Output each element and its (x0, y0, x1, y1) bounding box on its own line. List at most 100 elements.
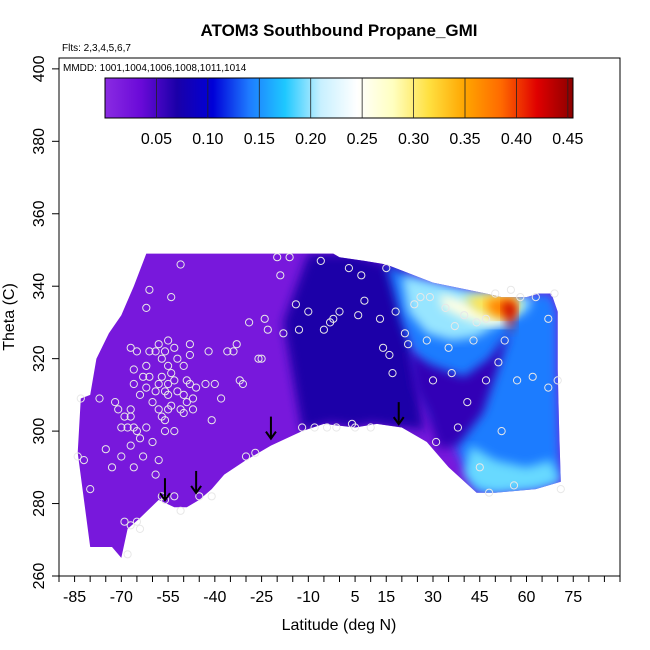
observation-point (179, 408, 188, 418)
observation-point (335, 307, 344, 316)
observation-point (76, 394, 85, 403)
colorbar: 0.05 0.10 0.15 0.20 0.25 0.30 0.35 0.40 0.45 (104, 77, 584, 148)
observation-point (111, 398, 120, 407)
observation-point (241, 452, 251, 461)
observation-point (291, 300, 300, 309)
observation-point (135, 524, 145, 534)
observation-point (132, 427, 141, 436)
flights-note: Flts: 2,3,4,5,6,7 (62, 43, 131, 54)
observation-point (485, 488, 494, 497)
flight-arrow (265, 416, 277, 441)
observation-point (154, 340, 163, 349)
observation-point (185, 379, 194, 389)
observation-point (273, 253, 282, 262)
observation-point (276, 271, 285, 280)
observation-point (167, 369, 176, 378)
observation-point (210, 379, 219, 389)
observation-point (400, 329, 409, 338)
observation-point (285, 253, 294, 262)
observation-point (432, 437, 441, 447)
field-dark-wedge (408, 329, 511, 450)
observation-point (142, 361, 151, 370)
observation-point (114, 405, 123, 414)
colorbar-gradient (104, 77, 574, 119)
observation-point (298, 423, 307, 432)
chart-title: ATOM3 Southbound Propane_GMI (200, 21, 477, 40)
observation-point (322, 423, 332, 432)
observation-point (157, 372, 166, 381)
observation-point (170, 427, 179, 436)
observation-point (329, 314, 338, 323)
x-tick-label: -40 (203, 589, 226, 606)
observation-point (167, 293, 176, 302)
colorbar-tick-label: 0.30 (398, 131, 429, 148)
observation-point (120, 412, 129, 421)
y-tick-label: 300 (31, 418, 48, 445)
y-axis: 260 280 300 320 340 360 380 400 (31, 55, 59, 589)
observation-point (148, 437, 157, 447)
observation-point (151, 347, 160, 356)
observation-point (126, 412, 135, 421)
colorbar-tick-label: 0.10 (192, 131, 223, 148)
observation-point (154, 379, 163, 389)
observation-point (556, 485, 565, 494)
observation-point (182, 398, 191, 407)
observation-point (385, 350, 394, 360)
observation-point (123, 550, 132, 559)
observation-point (544, 314, 553, 323)
observation-points (73, 253, 565, 559)
flight-arrow (159, 478, 171, 502)
observation-point (207, 416, 216, 425)
field-dark-band (283, 253, 424, 432)
observation-point (481, 314, 491, 323)
observation-point (145, 285, 154, 294)
observation-point (344, 264, 353, 273)
observation-point (500, 336, 509, 345)
observation-point (117, 452, 126, 461)
observation-point (447, 369, 456, 378)
observation-point (453, 423, 462, 432)
flight-arrow (392, 402, 405, 426)
observation-point (167, 401, 176, 410)
x-tick-label: -10 (297, 589, 320, 606)
observation-point (164, 390, 173, 399)
x-tick-label: 60 (518, 589, 536, 606)
x-tick-label: -85 (63, 589, 86, 606)
observation-point (132, 347, 141, 356)
observation-point (95, 394, 104, 403)
observation-point (422, 336, 431, 345)
observation-point (148, 398, 157, 407)
observation-point (139, 372, 148, 381)
observation-point (304, 307, 313, 316)
observation-point (354, 311, 363, 320)
observation-point (139, 452, 148, 461)
observation-point (160, 416, 170, 425)
observation-point (360, 296, 369, 305)
observation-point (170, 492, 179, 501)
observation-point (460, 311, 469, 320)
colorbar-tick-label: 0.05 (141, 131, 172, 148)
observation-point (145, 372, 154, 381)
observation-point (173, 387, 182, 396)
observation-point (544, 383, 553, 392)
observation-point (179, 390, 188, 399)
observation-point (188, 405, 198, 414)
x-axis-label: Latitude (deg N) (282, 617, 397, 634)
y-tick-label: 260 (31, 563, 48, 590)
observation-point (513, 376, 522, 385)
observation-point (238, 379, 247, 389)
observation-point (142, 423, 151, 432)
observation-point (257, 354, 266, 363)
observation-point (129, 463, 138, 472)
colorbar-tick-label: 0.45 (552, 131, 583, 148)
observation-point (142, 383, 151, 392)
x-tick-label: -55 (157, 589, 180, 606)
observation-point (126, 521, 135, 530)
y-tick-label: 360 (31, 200, 48, 227)
colorbar-tick-label: 0.40 (501, 131, 532, 148)
observation-point (509, 481, 519, 490)
observation-point (263, 325, 272, 334)
observation-point (120, 517, 129, 526)
observation-point (366, 423, 375, 432)
observation-point (201, 379, 210, 389)
